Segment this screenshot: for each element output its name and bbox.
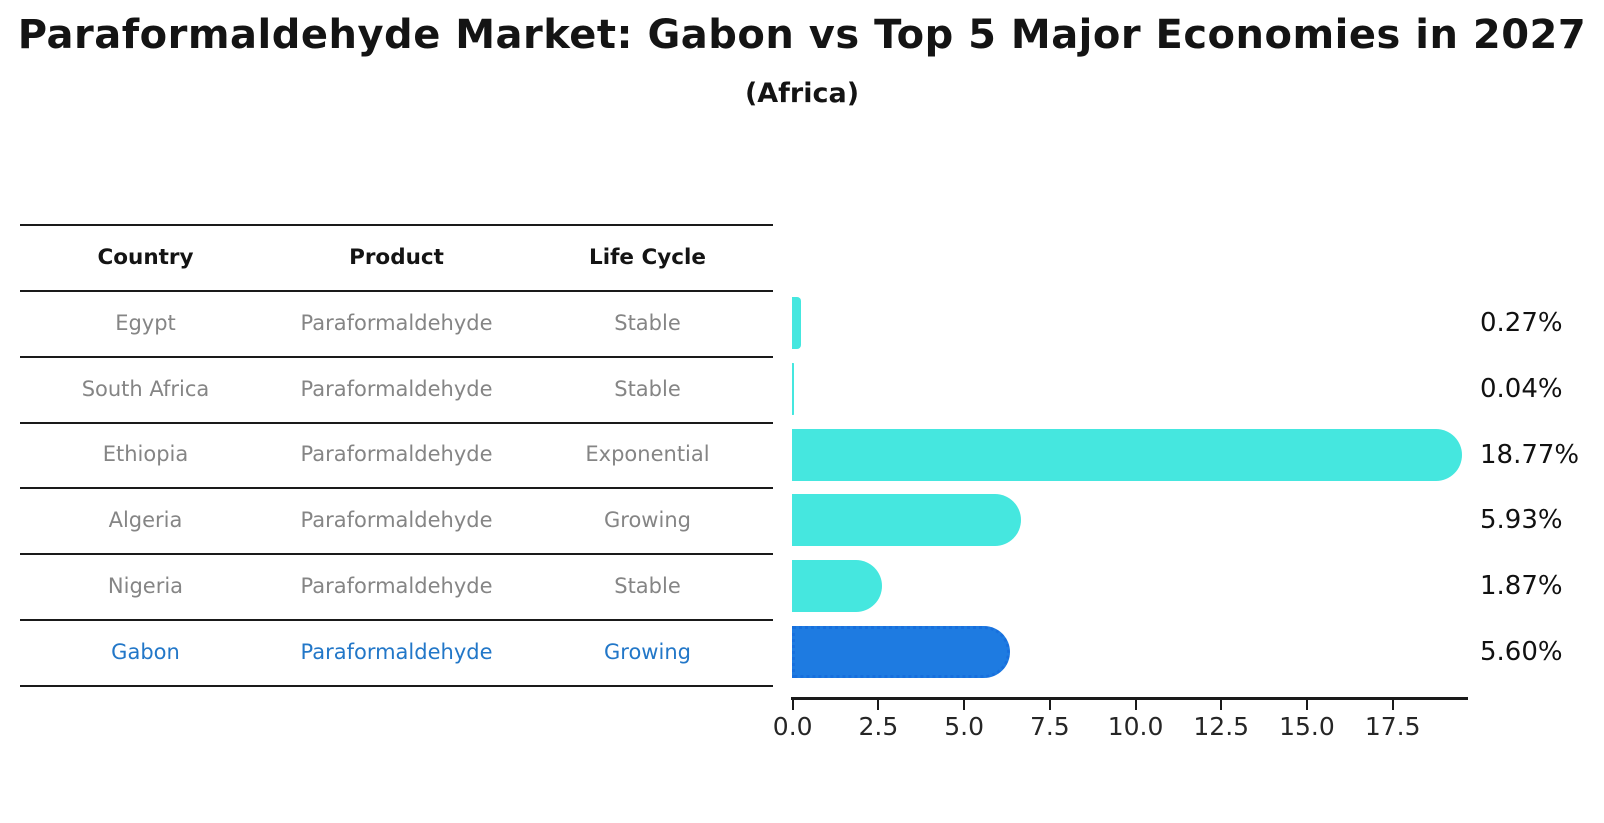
table-rule-5 — [20, 553, 773, 556]
x-axis-tick — [1391, 700, 1394, 710]
table-cell-product: Paraformaldehyde — [300, 508, 493, 533]
chart-title: Paraformaldehyde Market: Gabon vs Top 5 … — [17, 12, 1587, 58]
table-cell-country: Nigeria — [107, 574, 184, 599]
x-axis-tick — [963, 700, 966, 710]
table-row: Gabon Paraformaldehyde Growing — [20, 619, 773, 685]
x-axis-tick — [1048, 700, 1051, 710]
x-tick-label: 17.5 — [1364, 712, 1421, 741]
table-header-row: Country Product Life Cycle — [20, 224, 773, 290]
table-row: Egypt Paraformaldehyde Stable — [20, 290, 773, 356]
table-rule-6 — [20, 619, 773, 621]
table-rule-2 — [20, 355, 773, 358]
table-rule-7 — [20, 684, 773, 687]
value-label: 5.93% — [1480, 505, 1563, 536]
table-cell-country: Egypt — [115, 310, 176, 335]
bar — [792, 560, 883, 613]
x-tick-label: 7.5 — [1029, 712, 1070, 741]
table-rule-4 — [20, 487, 773, 490]
x-axis-tick — [1220, 700, 1223, 710]
table-rule-1 — [20, 290, 773, 292]
bar — [792, 362, 794, 415]
table-rule-3 — [20, 421, 773, 424]
table-row: South Africa Paraformaldehyde Stable — [20, 356, 773, 422]
table-rule-0 — [20, 224, 773, 226]
table-cell-country: Algeria — [108, 508, 183, 533]
column-header-life-cycle: Life Cycle — [589, 244, 706, 270]
table-cell-life-cycle: Growing — [604, 639, 691, 664]
bar — [792, 428, 1462, 481]
table-cell-product: Paraformaldehyde — [300, 376, 493, 401]
table-row: Ethiopia Paraformaldehyde Exponential — [20, 422, 773, 488]
table-cell-product: Paraformaldehyde — [300, 639, 493, 664]
bar — [792, 494, 1022, 547]
gabon-highlight-bar — [792, 625, 1011, 678]
table-cell-country: Ethiopia — [102, 442, 189, 467]
table-cell-life-cycle: Growing — [604, 508, 691, 533]
table-cell-country: Gabon — [111, 639, 180, 664]
x-axis-tick — [877, 700, 880, 710]
value-label: 18.77% — [1480, 439, 1580, 470]
x-tick-label: 2.5 — [858, 712, 899, 741]
bar — [792, 296, 802, 349]
chart-subtitle: (Africa) — [744, 78, 860, 109]
x-tick-label: 15.0 — [1279, 712, 1335, 741]
table-cell-life-cycle: Stable — [614, 574, 681, 599]
x-axis-tick — [791, 700, 794, 710]
column-header-country: Country — [97, 244, 194, 270]
table-cell-life-cycle: Stable — [614, 376, 681, 401]
x-axis-tick — [1134, 700, 1137, 710]
value-label: 1.87% — [1480, 571, 1563, 602]
x-axis-line — [791, 697, 1468, 700]
x-tick-label: 5.0 — [944, 712, 984, 741]
table-cell-product: Paraformaldehyde — [300, 574, 493, 599]
table-row: Algeria Paraformaldehyde Growing — [20, 487, 773, 553]
value-label: 0.27% — [1480, 307, 1563, 338]
table-cell-life-cycle: Exponential — [585, 442, 710, 467]
x-tick-label: 10.0 — [1107, 712, 1164, 741]
table-cell-product: Paraformaldehyde — [300, 442, 493, 467]
table-row: Nigeria Paraformaldehyde Stable — [20, 553, 773, 619]
value-label: 5.60% — [1480, 636, 1563, 667]
x-tick-label: 12.5 — [1193, 712, 1250, 741]
table-cell-product: Paraformaldehyde — [300, 310, 493, 335]
x-axis-tick — [1305, 700, 1308, 710]
table-cell-life-cycle: Stable — [614, 310, 681, 335]
value-label: 0.04% — [1480, 373, 1563, 404]
table-cell-country: South Africa — [81, 376, 210, 401]
x-tick-label: 0.0 — [772, 712, 813, 741]
column-header-product: Product — [349, 244, 444, 270]
